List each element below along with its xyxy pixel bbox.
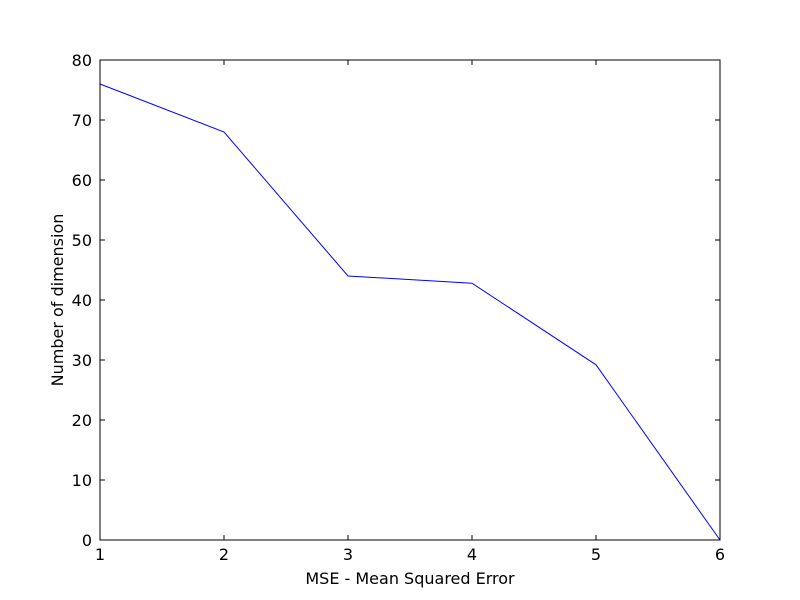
y-tick-label: 60: [72, 171, 92, 190]
plot-frame: [99, 59, 721, 541]
y-tick-label: 40: [72, 291, 92, 310]
x-tick-label: 2: [219, 545, 229, 564]
plot-area: [100, 60, 720, 540]
y-tick-label: 80: [72, 51, 92, 70]
x-tick-label: 6: [715, 545, 725, 564]
x-axis-label: MSE - Mean Squared Error: [305, 569, 515, 588]
y-tick-label: 30: [72, 351, 92, 370]
y-tick-label: 50: [72, 231, 92, 250]
x-tick-label: 5: [591, 545, 601, 564]
series-line-1: [99, 83, 721, 541]
y-tick-label: 0: [82, 531, 92, 550]
y-tick-label: 20: [72, 411, 92, 430]
y-axis-label: Number of dimension: [48, 214, 67, 387]
y-tick-label: 70: [72, 111, 92, 130]
y-tick-label: 10: [72, 471, 92, 490]
x-tick-label: 4: [467, 545, 477, 564]
x-tick-label: 1: [95, 545, 105, 564]
x-tick-label: 3: [343, 545, 353, 564]
